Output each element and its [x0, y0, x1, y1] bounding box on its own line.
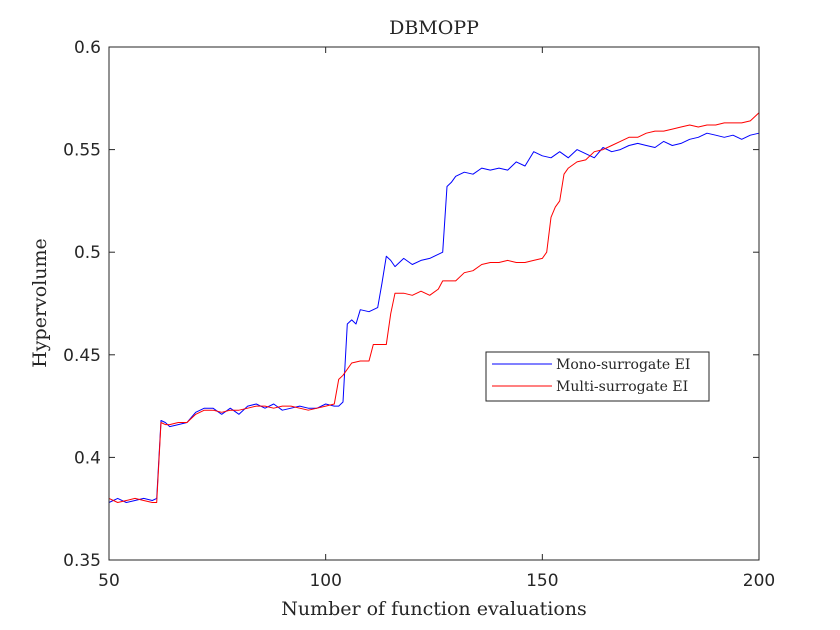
y-tick-label: 0.35: [63, 551, 101, 571]
legend-box: [485, 351, 710, 402]
y-tick-label: 0.5: [74, 243, 101, 263]
y-tick-label: 0.6: [74, 38, 101, 58]
y-axis: 0.35 0.4 0.45 0.5 0.55 0.6: [63, 38, 759, 571]
y-tick-label: 0.55: [63, 141, 101, 161]
mono-surrogate-ei-line: [108, 132, 760, 503]
series-group: [108, 112, 760, 503]
y-tick-label: 0.4: [74, 448, 101, 468]
y-axis-label: Hypervolume: [29, 238, 51, 368]
x-tick-label: 50: [98, 571, 120, 591]
x-axis: 50 100 150 200: [98, 47, 775, 591]
legend: Mono-surrogate EI Multi-surrogate EI: [485, 351, 710, 402]
multi-surrogate-ei-line: [108, 112, 760, 503]
chart-title: DBMOPP: [389, 17, 479, 39]
x-tick-label: 200: [743, 571, 775, 591]
x-axis-label: Number of function evaluations: [281, 598, 587, 620]
legend-label-multi: Multi-surrogate EI: [556, 379, 688, 395]
plot-frame: [108, 46, 760, 561]
plot-area: [109, 47, 759, 560]
x-tick-label: 100: [309, 571, 341, 591]
legend-label-mono: Mono-surrogate EI: [556, 357, 690, 373]
y-tick-label: 0.45: [63, 346, 101, 366]
x-tick-label: 150: [526, 571, 558, 591]
